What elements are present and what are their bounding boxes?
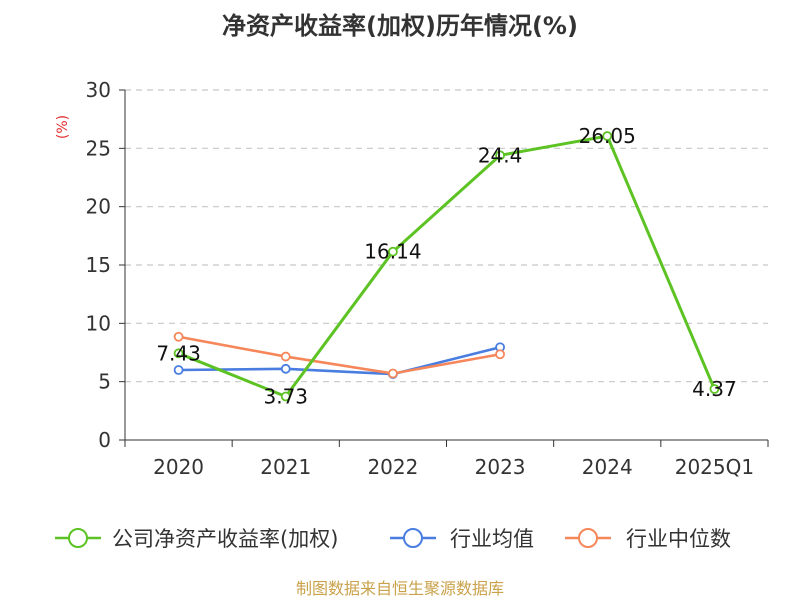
series-line bbox=[178, 345, 501, 376]
legend-swatch-marker bbox=[68, 528, 88, 548]
data-label: 7.43 bbox=[156, 341, 201, 365]
y-tick-label: 0 bbox=[98, 428, 111, 452]
y-axis-label: (%) bbox=[55, 115, 71, 139]
x-tick-label: 2025Q1 bbox=[675, 455, 754, 479]
legend-item: 行业均值 bbox=[390, 527, 534, 551]
data-point bbox=[602, 131, 613, 141]
x-tick-label: 2020 bbox=[153, 455, 204, 479]
data-label: 26.05 bbox=[579, 124, 636, 148]
data-labels: 7.43 3.73 16.14 24.4 26.05 4.37 bbox=[156, 124, 736, 408]
data-point bbox=[280, 391, 291, 402]
y-tick-label: 20 bbox=[86, 195, 111, 219]
data-label: 4.37 bbox=[692, 377, 737, 401]
series-lines bbox=[173, 131, 720, 402]
series-line bbox=[178, 335, 501, 375]
series-line bbox=[178, 134, 716, 398]
data-label: 16.14 bbox=[364, 240, 421, 264]
data-point bbox=[280, 363, 291, 374]
x-tick-label: 2021 bbox=[260, 455, 311, 479]
legend-item: 公司净资产收益率(加权) bbox=[55, 527, 338, 551]
x-tick-label: 2023 bbox=[475, 455, 526, 479]
y-tick-label: 25 bbox=[86, 136, 111, 160]
data-point bbox=[495, 150, 505, 161]
data-point bbox=[280, 351, 291, 362]
legend-swatch-marker bbox=[578, 528, 598, 548]
source-note: 制图数据来自恒生聚源数据库 bbox=[296, 579, 504, 598]
y-tick-label: 10 bbox=[86, 311, 111, 335]
data-label: 3.73 bbox=[263, 384, 308, 408]
data-point bbox=[495, 349, 505, 360]
legend: 公司净资产收益率(加权) 行业均值 行业中位数 bbox=[55, 527, 731, 551]
data-point bbox=[388, 368, 398, 379]
legend-label: 行业均值 bbox=[450, 527, 534, 551]
x-tick-label: 2022 bbox=[367, 455, 418, 479]
data-point bbox=[173, 331, 184, 342]
legend-item: 行业中位数 bbox=[565, 527, 731, 551]
x-tick-label: 2024 bbox=[582, 455, 633, 479]
legend-swatch-marker bbox=[403, 528, 423, 548]
y-tick-label: 30 bbox=[86, 78, 111, 102]
legend-label: 行业中位数 bbox=[626, 527, 731, 551]
legend-label: 公司净资产收益率(加权) bbox=[112, 527, 338, 551]
series-0 bbox=[173, 131, 720, 402]
series-2 bbox=[173, 331, 505, 379]
data-point bbox=[709, 384, 720, 394]
grid-lines bbox=[125, 89, 768, 383]
data-point bbox=[388, 246, 398, 257]
data-label: 24.4 bbox=[478, 143, 523, 167]
data-point bbox=[173, 348, 184, 359]
chart-title: 净资产收益率(加权)历年情况(%) bbox=[222, 12, 578, 40]
y-tick-label: 5 bbox=[98, 370, 111, 394]
y-tick-label: 15 bbox=[86, 253, 111, 277]
axes: 0 5 10 15 20 25 30 2020 2021 2022 2023 2024 2025Q1 bbox=[86, 78, 769, 479]
data-point bbox=[173, 365, 184, 375]
